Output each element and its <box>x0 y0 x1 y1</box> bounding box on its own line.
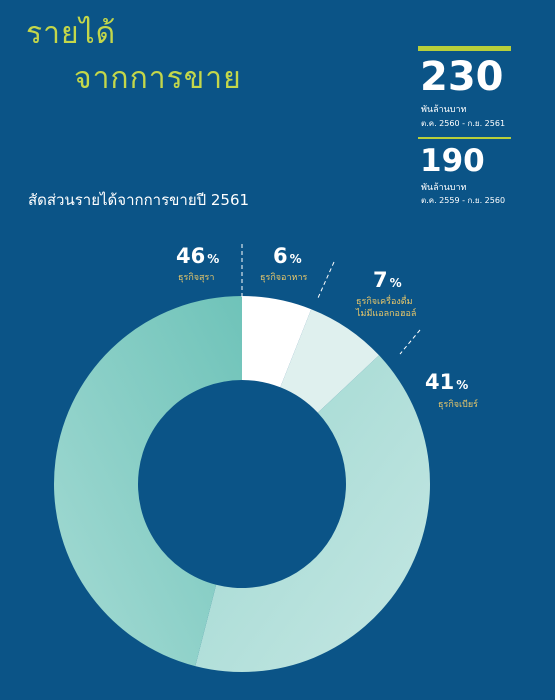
pct-label-nonalcoholic: 7% <box>373 268 402 292</box>
category-label-beer: ธุรกิจเบียร์ <box>438 400 478 410</box>
leader-line-food <box>317 261 335 299</box>
category-label-nonalcoholic-1: ธุรกิจเครื่องดื่ม <box>356 297 413 307</box>
slice-food <box>242 296 312 388</box>
pct-label-spirits: 46% <box>176 244 220 268</box>
kpi-current-value: 230 <box>420 54 504 100</box>
donut-slices <box>54 296 430 672</box>
kpi-separator <box>418 137 511 139</box>
slice-beer <box>195 355 430 672</box>
category-label-spirits: ธุรกิจสุรา <box>178 273 215 283</box>
kpi-previous-value: 190 <box>420 143 485 179</box>
leader-lines <box>241 244 421 355</box>
heading-line-2: จากการขาย <box>74 61 242 96</box>
category-label-nonalcoholic-2: ไม่มีแอลกอฮอล์ <box>356 309 417 319</box>
pct-label-beer: 41% <box>425 370 469 394</box>
heading-line-1: รายได้ <box>26 16 117 51</box>
chart-title: สัดส่วนรายได้จากการขายปี 2561 <box>28 191 250 209</box>
kpi-previous-period: ต.ค. 2559 - ก.ย. 2560 <box>421 196 506 205</box>
kpi-previous-unit: พันล้านบาท <box>421 183 467 193</box>
kpi-accent-bar <box>418 46 511 51</box>
leader-line-nonalcoholic <box>399 329 421 355</box>
slice-spirits <box>54 296 242 667</box>
category-label-food: ธุรกิจอาหาร <box>260 273 308 283</box>
kpi-current-unit: พันล้านบาท <box>421 105 467 115</box>
slice-nonalcoholic <box>280 309 380 413</box>
kpi-current-period: ต.ค. 2560 - ก.ย. 2561 <box>421 119 506 128</box>
pct-label-food: 6% <box>273 244 302 268</box>
